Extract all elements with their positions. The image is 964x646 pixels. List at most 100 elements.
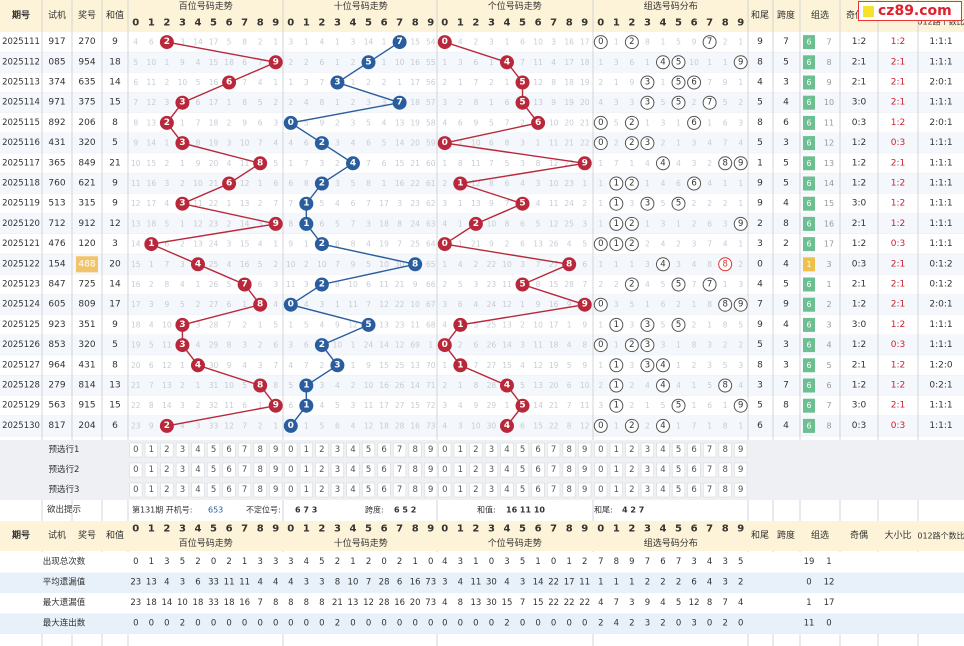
site-logo[interactable]: cz89.com — [858, 1, 962, 21]
row-group: 6 — [806, 401, 811, 410]
stats-value: 7 — [614, 598, 619, 608]
stats-value: 1 — [598, 578, 603, 588]
miss-value: 8 — [397, 219, 402, 228]
miss-value: 2 — [614, 139, 619, 148]
preselect-cell — [594, 462, 608, 478]
row-bg — [0, 335, 964, 356]
miss-value: 2 — [351, 58, 356, 67]
footer-digit: 0 — [597, 524, 604, 535]
miss-value: 2 — [676, 300, 681, 309]
row-oddeven: 1:2 — [852, 300, 866, 310]
row-sum: 5 — [112, 138, 118, 148]
miss-value: 4 — [520, 361, 525, 370]
row-prize: 635 — [78, 78, 95, 88]
miss-value: 1 — [258, 320, 263, 329]
preselect-digit: 2 — [629, 465, 634, 475]
miss-value: 5 — [319, 199, 324, 208]
ball-digit: 5 — [519, 280, 525, 290]
miss-value: 8 — [473, 98, 478, 107]
miss-value: 2 — [258, 341, 263, 350]
miss-value: 3 — [645, 260, 650, 269]
header-digit: 6 — [691, 18, 698, 29]
miss-value: 9 — [351, 260, 356, 269]
miss-value: 9 — [489, 199, 494, 208]
group-digit: 2 — [629, 118, 634, 128]
preselect-cell — [361, 482, 376, 498]
miss-value: 3 — [273, 280, 278, 289]
group-digit-circle — [609, 176, 624, 191]
group-badge — [803, 297, 815, 312]
miss-value: 1 — [442, 58, 447, 67]
number-ball — [531, 115, 546, 130]
preselect-digit: 7 — [242, 445, 247, 455]
preselect-digit: 4 — [504, 485, 509, 495]
miss-value: 4 — [149, 320, 154, 329]
ball-digit: 3 — [334, 360, 340, 370]
miss-value: 3 — [319, 159, 324, 168]
miss-value: 18 — [379, 219, 389, 228]
group-digit: 3 — [645, 138, 650, 148]
row-sum: 21 — [109, 158, 120, 168]
group-badge — [803, 136, 815, 151]
row-sum: 9 — [112, 37, 118, 47]
miss-value: 15 — [131, 260, 141, 269]
preselect-digit: 6 — [691, 445, 696, 455]
number-ball — [515, 277, 530, 292]
miss-value: 2 — [196, 300, 201, 309]
miss-value: 16 — [564, 38, 574, 47]
miss-value: 4 — [567, 240, 572, 249]
preselect-cell — [671, 442, 686, 458]
group-badge — [803, 176, 815, 191]
number-ball — [299, 196, 314, 211]
header-digit: 6 — [535, 18, 542, 29]
stats-value: 5 — [738, 557, 743, 567]
miss-value: 5 — [520, 381, 525, 390]
preselect-cell — [578, 462, 592, 478]
miss-value: 14 — [162, 401, 172, 410]
miss-value: 18 — [549, 341, 559, 350]
group-digit: 8 — [722, 300, 727, 310]
footer-digit: 9 — [427, 524, 434, 535]
miss-value: 5 — [738, 320, 743, 329]
section-title-2: 个位号码走势 — [488, 0, 542, 12]
preselect-cell — [222, 462, 236, 478]
miss-value: 3 — [227, 139, 232, 148]
miss-value: 8 — [242, 38, 247, 47]
group-digit: 5 — [676, 98, 681, 108]
miss-value: 6 — [505, 98, 510, 107]
row-group-miss: 13 — [824, 159, 834, 168]
footer-digit: 8 — [257, 524, 264, 535]
miss-value: 3 — [661, 219, 666, 228]
stats-value: 30 — [486, 598, 497, 608]
miss-value: 1 — [196, 381, 201, 390]
miss-value: 7 — [149, 381, 154, 390]
preselect-digit: 1 — [614, 445, 619, 455]
group-digit-circle — [609, 237, 624, 252]
miss-value: 4 — [442, 118, 447, 127]
miss-value: 5 — [505, 159, 510, 168]
preselect-cell — [284, 482, 298, 498]
number-ball — [159, 418, 174, 433]
miss-value: 25 — [209, 260, 219, 269]
miss-value: 4 — [723, 240, 728, 249]
miss-value: 7 — [273, 199, 278, 208]
preselect-digit: 9 — [738, 445, 743, 455]
preselect-digit: 0 — [288, 465, 293, 475]
row-issue: 2025112 — [2, 57, 40, 67]
row-bigsmall: 2:1 — [891, 401, 905, 411]
miss-value: 3 — [180, 260, 185, 269]
preselect-digit: 1 — [304, 445, 309, 455]
miss-value: 67 — [426, 300, 436, 309]
miss-value: 58 — [426, 118, 436, 127]
group-digit-circle — [733, 297, 748, 312]
preselect-digit: 2 — [629, 445, 634, 455]
row-group: 6 — [806, 219, 811, 228]
miss-value: 23 — [131, 421, 141, 430]
number-ball — [175, 338, 190, 353]
miss-value: 25 — [395, 361, 405, 370]
header-digit: 8 — [566, 18, 573, 29]
miss-value: 12 — [240, 179, 250, 188]
miss-value: 3 — [442, 98, 447, 107]
miss-value: 64 — [426, 240, 436, 249]
preselect-cell — [500, 442, 514, 458]
